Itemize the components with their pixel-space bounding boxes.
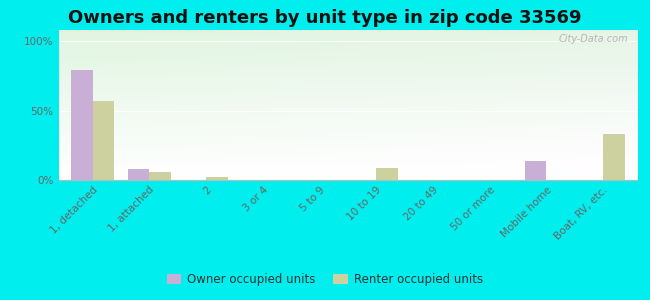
- Bar: [603, 134, 625, 180]
- Bar: [150, 172, 171, 180]
- Legend: Owner occupied units, Renter occupied units: Owner occupied units, Renter occupied un…: [162, 269, 488, 291]
- Text: City-Data.com: City-Data.com: [559, 34, 629, 44]
- Bar: [127, 169, 150, 180]
- Bar: [206, 177, 228, 180]
- Text: Owners and renters by unit type in zip code 33569: Owners and renters by unit type in zip c…: [68, 9, 582, 27]
- Bar: [525, 160, 546, 180]
- Bar: [92, 101, 114, 180]
- Bar: [376, 167, 398, 180]
- Bar: [71, 70, 92, 180]
